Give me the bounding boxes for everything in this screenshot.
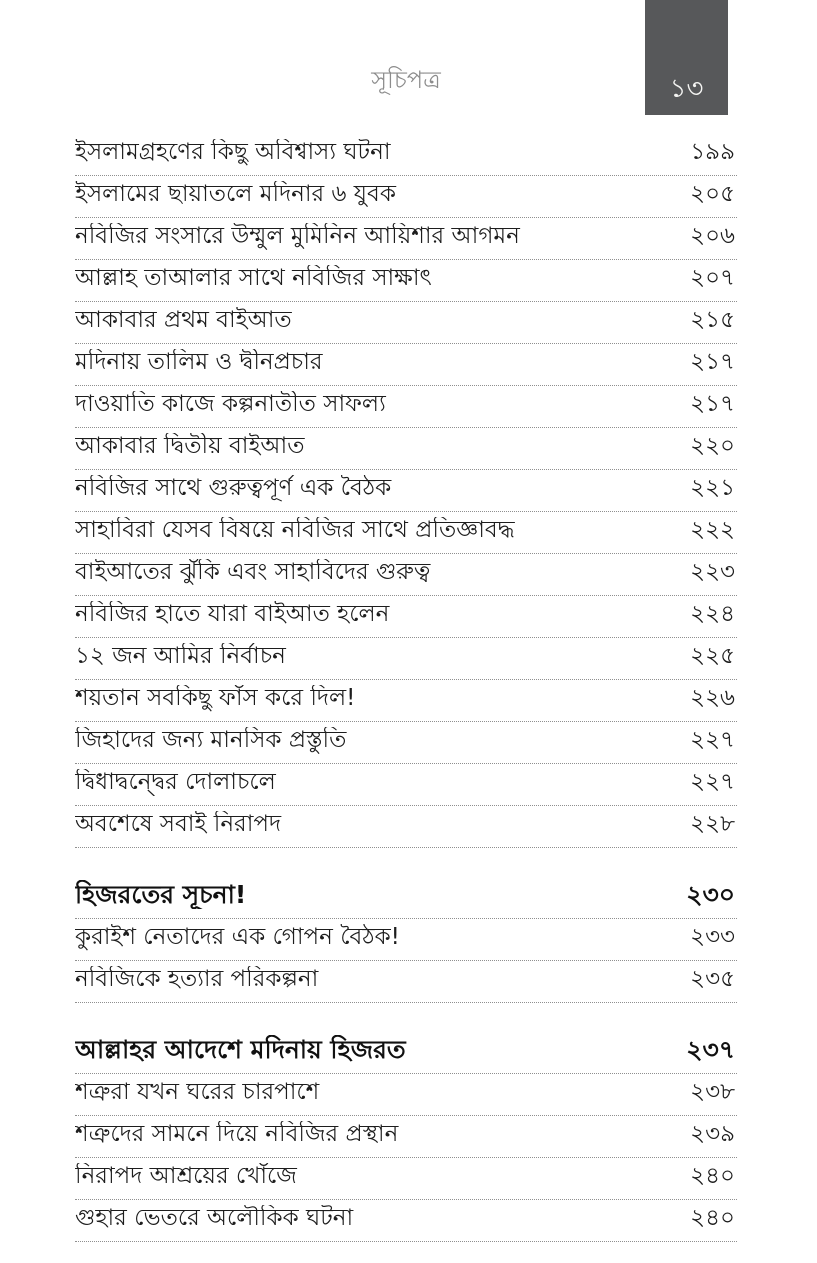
- folio-number: ১৩: [669, 74, 704, 104]
- toc-entry-page-number: ২৩৯: [690, 1121, 735, 1147]
- toc-entry-title: আল্লাহর আদেশে মদিনায় হিজরত: [75, 1035, 406, 1064]
- toc-row: শত্রুদের সামনে দিয়ে নবিজির প্রস্থান ২৩৯: [75, 1116, 737, 1158]
- toc-row: অবশেষে সবাই নিরাপদ ২২৮: [75, 806, 737, 848]
- toc-entry-title: ইসলামের ছায়াতলে মদিনার ৬ যুবক: [75, 181, 396, 207]
- toc-entry-page-number: ২১৭: [690, 391, 735, 417]
- toc-entry-title: আকাবার প্রথম বাইআত: [75, 307, 292, 333]
- toc-entry-title: ইসলামগ্রহণের কিছু অবিশ্বাস্য ঘটনা: [75, 139, 391, 165]
- toc-entry-page-number: ২৩০: [686, 880, 735, 909]
- toc-entry-title: অবশেষে সবাই নিরাপদ: [75, 811, 282, 837]
- toc-entry-page-number: ২৩৮: [690, 1079, 735, 1105]
- running-head-title: সূচিপত্র: [371, 66, 441, 94]
- toc-entry-page-number: ২২৩: [690, 559, 735, 585]
- toc-entry-page-number: ২১৫: [690, 307, 735, 333]
- toc-entry-page-number: ২২৬: [690, 685, 735, 711]
- toc-entry-title: হিজরতের সূচনা!: [75, 880, 247, 909]
- toc-row: গুহার ভেতরে অলৌকিক ঘটনা ২৪০: [75, 1200, 737, 1242]
- toc-entry-title: দাওয়াতি কাজে কল্পনাতীত সাফল্য: [75, 391, 386, 417]
- toc-row: ১২ জন আমির নির্বাচন ২২৫: [75, 638, 737, 680]
- toc-entry-title: ১২ জন আমির নির্বাচন: [75, 643, 286, 669]
- toc-entry-title: সাহাবিরা যেসব বিষয়ে নবিজির সাথে প্রতিজ্…: [75, 517, 515, 543]
- toc-entry-title: নবিজির সংসারে উম্মুল মুমিনিন আয়িশার আগম…: [75, 223, 520, 249]
- toc-entry-page-number: ২২৫: [690, 643, 735, 669]
- toc-row: নবিজির হাতে যারা বাইআত হলেন ২২৪: [75, 596, 737, 638]
- toc-entry-title: আল্লাহ তাআলার সাথে নবিজির সাক্ষাৎ: [75, 265, 432, 291]
- toc-row: আল্লাহর আদেশে মদিনায় হিজরত ২৩৭: [75, 1030, 737, 1074]
- toc-row: নবিজির সংসারে উম্মুল মুমিনিন আয়িশার আগম…: [75, 218, 737, 260]
- toc-entry-page-number: ২০৫: [690, 181, 735, 207]
- toc-entry-title: জিহাদের জন্য মানসিক প্রস্তুতি: [75, 727, 347, 753]
- toc-entry-title: মদিনায় তালিম ও দ্বীনপ্রচার: [75, 349, 323, 375]
- toc-entry-title: শত্রুরা যখন ঘরের চারপাশে: [75, 1079, 320, 1105]
- toc-row: শত্রুরা যখন ঘরের চারপাশে ২৩৮: [75, 1074, 737, 1116]
- toc-entry-title: নিরাপদ আশ্রয়ের খোঁজে: [75, 1163, 297, 1189]
- toc-entry-title: গুহার ভেতরে অলৌকিক ঘটনা: [75, 1205, 354, 1231]
- toc-entry-title: দ্বিধাদ্বন্দ্বের দোলাচলে: [75, 769, 276, 795]
- toc-entry-page-number: ২১৭: [690, 349, 735, 375]
- toc-row: আকাবার প্রথম বাইআত ২১৫: [75, 302, 737, 344]
- toc-row: মদিনায় তালিম ও দ্বীনপ্রচার ২১৭: [75, 344, 737, 386]
- toc-row: সাহাবিরা যেসব বিষয়ে নবিজির সাথে প্রতিজ্…: [75, 512, 737, 554]
- toc-entry-page-number: ২০৬: [690, 223, 735, 249]
- toc-row: ইসলামের ছায়াতলে মদিনার ৬ যুবক ২০৫: [75, 176, 737, 218]
- folio-number-box: ১৩: [645, 0, 728, 115]
- toc-entry-page-number: ২৩৩: [690, 924, 735, 950]
- toc-row: নবিজিকে হত্যার পরিকল্পনা ২৩৫: [75, 961, 737, 1003]
- toc-entry-page-number: ২২৭: [690, 727, 735, 753]
- toc-row: বাইআতের ঝুঁকি এবং সাহাবিদের গুরুত্ব ২২৩: [75, 554, 737, 596]
- toc-entry-title: বাইআতের ঝুঁকি এবং সাহাবিদের গুরুত্ব: [75, 559, 431, 585]
- toc-entry-page-number: ২২০: [690, 433, 735, 459]
- toc-row: আল্লাহ তাআলার সাথে নবিজির সাক্ষাৎ ২০৭: [75, 260, 737, 302]
- toc-entry-title: কুরাইশ নেতাদের এক গোপন বৈঠক!: [75, 924, 400, 950]
- toc-entry-page-number: ২০৭: [690, 265, 735, 291]
- toc-row: কুরাইশ নেতাদের এক গোপন বৈঠক! ২৩৩: [75, 919, 737, 961]
- toc-row: দ্বিধাদ্বন্দ্বের দোলাচলে ২২৭: [75, 764, 737, 806]
- toc-entry-page-number: ২৩৫: [690, 966, 735, 992]
- toc-row: আকাবার দ্বিতীয় বাইআত ২২০: [75, 428, 737, 470]
- toc-entry-page-number: ২৩৭: [686, 1035, 735, 1064]
- table-of-contents: ইসলামগ্রহণের কিছু অবিশ্বাস্য ঘটনা ১৯৯ ইস…: [75, 134, 737, 1242]
- toc-entry-title: নবিজির হাতে যারা বাইআত হলেন: [75, 601, 390, 627]
- toc-entry-title: শত্রুদের সামনে দিয়ে নবিজির প্রস্থান: [75, 1121, 399, 1147]
- toc-row: দাওয়াতি কাজে কল্পনাতীত সাফল্য ২১৭: [75, 386, 737, 428]
- toc-entry-title: আকাবার দ্বিতীয় বাইআত: [75, 433, 305, 459]
- toc-entry-title: নবিজিকে হত্যার পরিকল্পনা: [75, 966, 319, 992]
- toc-entry-page-number: ২২২: [690, 517, 735, 543]
- toc-row: নিরাপদ আশ্রয়ের খোঁজে ২৪০: [75, 1158, 737, 1200]
- toc-entry-page-number: ২২৪: [690, 601, 735, 627]
- toc-row: নবিজির সাথে গুরুত্বপূর্ণ এক বৈঠক ২২১: [75, 470, 737, 512]
- toc-row: শয়তান সবকিছু ফাঁস করে দিল! ২২৬: [75, 680, 737, 722]
- toc-row: ইসলামগ্রহণের কিছু অবিশ্বাস্য ঘটনা ১৯৯: [75, 134, 737, 176]
- toc-entry-title: নবিজির সাথে গুরুত্বপূর্ণ এক বৈঠক: [75, 475, 392, 501]
- toc-row: হিজরতের সূচনা! ২৩০: [75, 875, 737, 919]
- toc-entry-page-number: ১৯৯: [690, 139, 735, 165]
- toc-entry-page-number: ২২৭: [690, 769, 735, 795]
- toc-entry-page-number: ২৪০: [690, 1205, 735, 1231]
- toc-entry-title: শয়তান সবকিছু ফাঁস করে দিল!: [75, 685, 356, 711]
- toc-entry-page-number: ২৪০: [690, 1163, 735, 1189]
- toc-row: জিহাদের জন্য মানসিক প্রস্তুতি ২২৭: [75, 722, 737, 764]
- toc-entry-page-number: ২২৮: [690, 811, 735, 837]
- toc-entry-page-number: ২২১: [690, 475, 735, 501]
